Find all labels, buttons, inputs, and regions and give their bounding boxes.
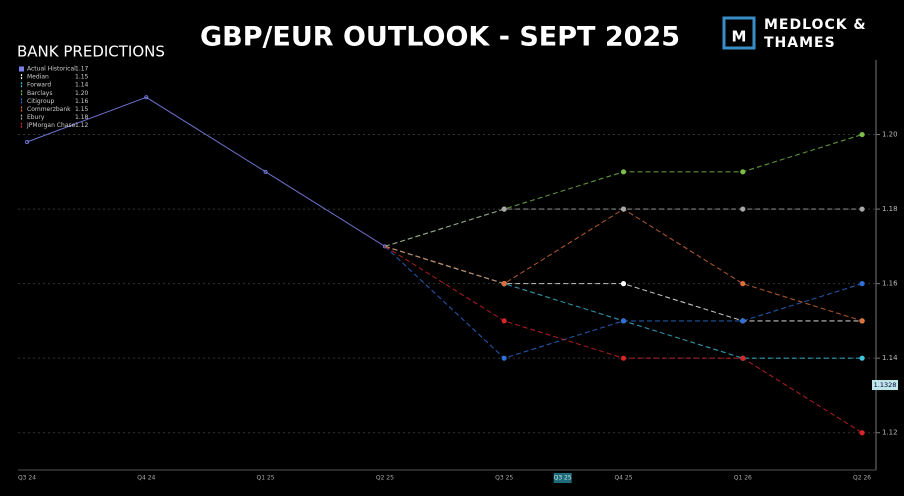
point xyxy=(501,206,507,212)
point xyxy=(859,355,865,361)
point xyxy=(620,169,627,175)
legend-label: Commerzbank xyxy=(27,106,71,113)
point xyxy=(501,318,507,324)
y-tick-label: 1.12 xyxy=(882,429,898,437)
legend-swatch xyxy=(19,66,24,72)
x-tick-label: Q3 24 xyxy=(18,475,36,482)
point xyxy=(501,281,507,287)
logo-text-box: MEDLOCK & THAMES xyxy=(764,17,867,51)
legend-label: JPMorgan Chase xyxy=(26,122,76,129)
point xyxy=(859,318,865,324)
x-tick-label: Q4 25 xyxy=(614,475,632,482)
y-tick-label: 1.20 xyxy=(882,131,898,139)
legend-label: Ebury xyxy=(27,114,45,121)
y-tick-label: 1.16 xyxy=(882,280,898,288)
legend-value: 1.18 xyxy=(75,114,89,121)
point xyxy=(859,206,865,212)
point xyxy=(859,430,865,436)
legend-value: 1.16 xyxy=(75,98,89,105)
current-period-label: Q3 25 xyxy=(554,475,572,482)
x-tick-label: Q1 25 xyxy=(257,475,275,482)
logo-frame xyxy=(722,16,756,50)
point xyxy=(620,206,627,212)
x-tick-label: Q3 25 xyxy=(495,475,513,482)
point xyxy=(859,281,865,287)
current-rate-label: 1.1328 xyxy=(874,381,897,389)
x-tick-label: Q2 25 xyxy=(376,475,394,482)
point xyxy=(501,355,507,361)
point xyxy=(620,281,627,287)
legend-label: Actual Historical xyxy=(27,66,76,73)
point xyxy=(620,318,627,324)
legend-value: 1.15 xyxy=(75,74,89,81)
logo-mark: M xyxy=(732,28,747,46)
legend-label: Citigroup xyxy=(27,98,54,105)
y-tick-label: 1.18 xyxy=(882,205,898,213)
legend-label: Forward xyxy=(27,82,51,89)
point xyxy=(740,281,746,287)
y-tick-label: 1.14 xyxy=(882,354,898,362)
point xyxy=(144,95,149,100)
point xyxy=(740,169,746,175)
legend-value: 1.12 xyxy=(75,122,89,129)
legend-value: 1.17 xyxy=(75,66,89,73)
x-tick-label: Q2 26 xyxy=(853,475,871,482)
legend-label: Barclays xyxy=(27,90,52,97)
current-rate-box xyxy=(872,380,898,391)
point xyxy=(740,318,746,324)
x-tick-label: Q4 24 xyxy=(137,475,155,482)
point xyxy=(740,206,746,212)
x-tick-label: Q1 26 xyxy=(734,475,752,482)
current-period-box xyxy=(553,473,572,483)
point xyxy=(859,131,865,138)
chart-title: GBP/EUR OUTLOOK - SEPT 2025 xyxy=(200,22,680,53)
legend-value: 1.14 xyxy=(75,82,89,89)
legend-value: 1.20 xyxy=(75,90,89,97)
point xyxy=(620,355,627,361)
logo: M MEDLOCK & THAMES xyxy=(722,16,867,51)
legend-title: BANK PREDICTIONS xyxy=(17,43,165,61)
legend-value: 1.15 xyxy=(75,106,89,113)
point xyxy=(263,169,268,174)
legend-label: Median xyxy=(27,74,49,81)
point xyxy=(24,139,29,144)
point xyxy=(740,355,746,361)
series-line xyxy=(26,96,386,247)
brand: MEDLOCK & THAMES xyxy=(764,17,867,51)
